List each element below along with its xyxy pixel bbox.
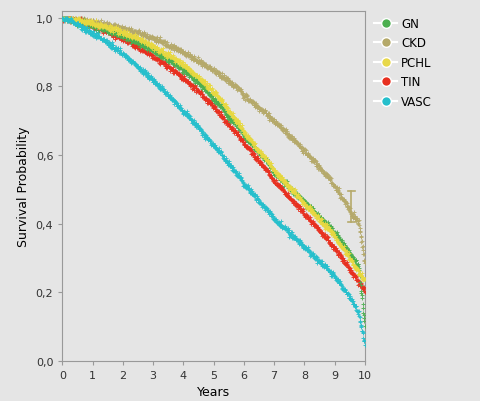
Legend: GN, CKD, PCHL, TIN, VASC: GN, CKD, PCHL, TIN, VASC xyxy=(374,18,432,109)
X-axis label: Years: Years xyxy=(197,385,230,398)
Y-axis label: Survival Probability: Survival Probability xyxy=(17,126,30,247)
